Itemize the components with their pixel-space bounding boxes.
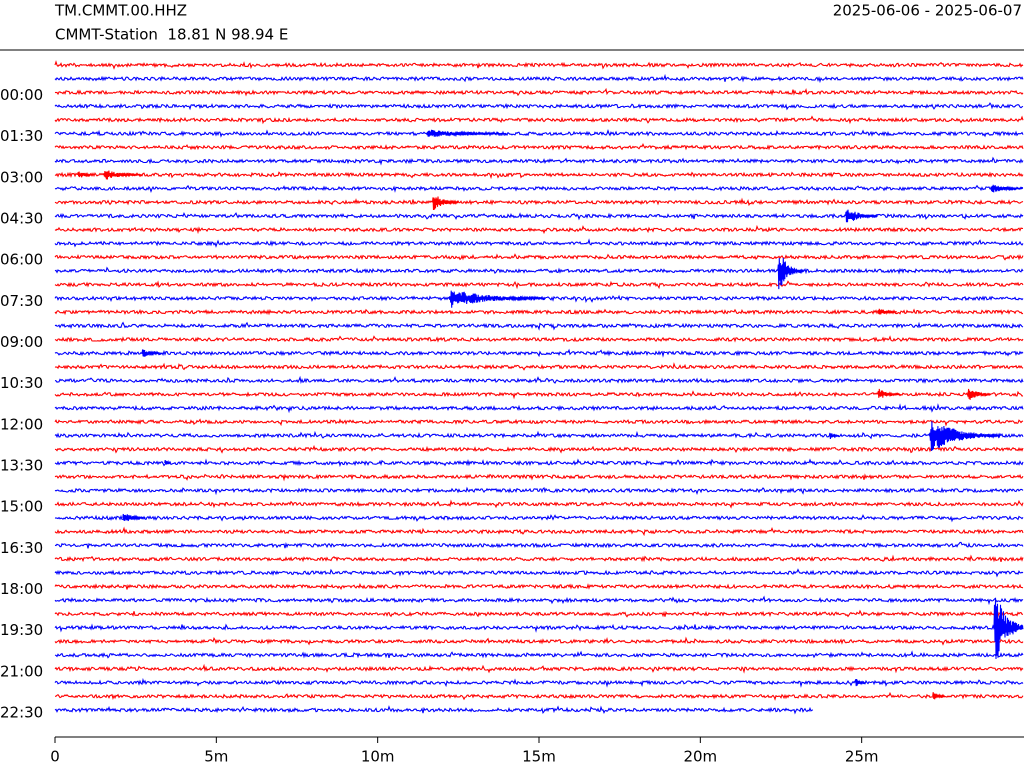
trace [54, 691, 1024, 701]
event [877, 308, 898, 315]
trace [54, 554, 1024, 563]
trace [54, 335, 1024, 343]
trace [54, 73, 1024, 84]
trace [54, 156, 1024, 166]
x-tick-label: 10m [361, 748, 395, 766]
x-tick-label: 20m [683, 748, 717, 766]
trace [54, 266, 1024, 275]
trace [54, 636, 1024, 646]
event [141, 349, 162, 357]
event [844, 209, 878, 223]
row-label: 04:30 [0, 209, 43, 227]
event [932, 692, 946, 700]
x-tick-label: 15m [522, 748, 556, 766]
x-tick-label: 5m [204, 748, 228, 766]
event [854, 678, 866, 687]
trace [54, 650, 1024, 659]
row-label: 07:30 [0, 292, 43, 310]
trace [54, 224, 1023, 235]
trace [54, 473, 1024, 482]
trace [54, 623, 1024, 633]
trace [54, 375, 1024, 384]
trace [54, 568, 1024, 578]
row-label: 06:00 [0, 251, 43, 269]
trace [54, 390, 1024, 400]
event [102, 170, 143, 180]
trace [54, 60, 1024, 70]
trace [54, 403, 1024, 414]
trace [54, 128, 1024, 138]
row-label: 16:30 [0, 539, 43, 557]
trace [54, 308, 1024, 316]
trace [54, 102, 1024, 111]
event [990, 184, 1024, 193]
chart-subtitle: CMMT-Station 18.81 N 98.94 E [55, 26, 288, 44]
event [828, 432, 840, 439]
trace [54, 253, 1024, 261]
trace [54, 663, 1024, 674]
row-label: 18:00 [0, 580, 43, 598]
trace [54, 458, 1024, 468]
row-label: 00:00 [0, 86, 43, 104]
row-label: 13:30 [0, 456, 43, 474]
x-tick-label: 25m [845, 748, 879, 766]
event [448, 290, 546, 308]
date-range: 2025-06-06 - 2025-06-07 [833, 2, 1022, 20]
trace [54, 514, 1024, 523]
event [164, 459, 172, 465]
event [928, 421, 1001, 452]
trace [54, 595, 1024, 606]
trace [54, 362, 1024, 371]
trace [54, 184, 1024, 194]
event [431, 196, 459, 211]
row-label: 22:30 [0, 704, 43, 722]
trace [54, 280, 1024, 290]
row-label: 03:00 [0, 168, 43, 186]
event [777, 257, 804, 290]
trace [54, 582, 1024, 591]
event [877, 388, 901, 398]
row-label: 15:00 [0, 498, 43, 516]
trace [54, 609, 1024, 619]
trace [54, 418, 1024, 427]
trace [54, 444, 1024, 454]
trace [54, 705, 814, 715]
trace [54, 321, 1024, 331]
row-label: 09:00 [0, 333, 43, 351]
trace [54, 197, 1024, 207]
trace [54, 430, 1024, 440]
row-label: 19:30 [0, 621, 43, 639]
chart-title: TM.CMMT.00.HHZ [54, 2, 187, 20]
event [77, 171, 94, 178]
row-label: 21:00 [0, 662, 43, 680]
event [122, 513, 146, 522]
row-label: 01:30 [0, 127, 43, 145]
trace [54, 348, 1024, 358]
event [425, 129, 507, 138]
trace [54, 238, 1024, 248]
row-label: 10:30 [0, 374, 43, 392]
x-tick-label: 0 [50, 748, 60, 766]
event [967, 388, 992, 400]
trace [54, 499, 1024, 509]
trace [54, 142, 1024, 151]
trace [54, 115, 1024, 125]
row-label: 12:00 [0, 415, 43, 433]
trace [54, 171, 1024, 180]
trace [54, 486, 1024, 496]
trace [54, 87, 1024, 97]
event [993, 597, 1024, 660]
trace [54, 526, 1024, 537]
trace [54, 541, 1024, 549]
